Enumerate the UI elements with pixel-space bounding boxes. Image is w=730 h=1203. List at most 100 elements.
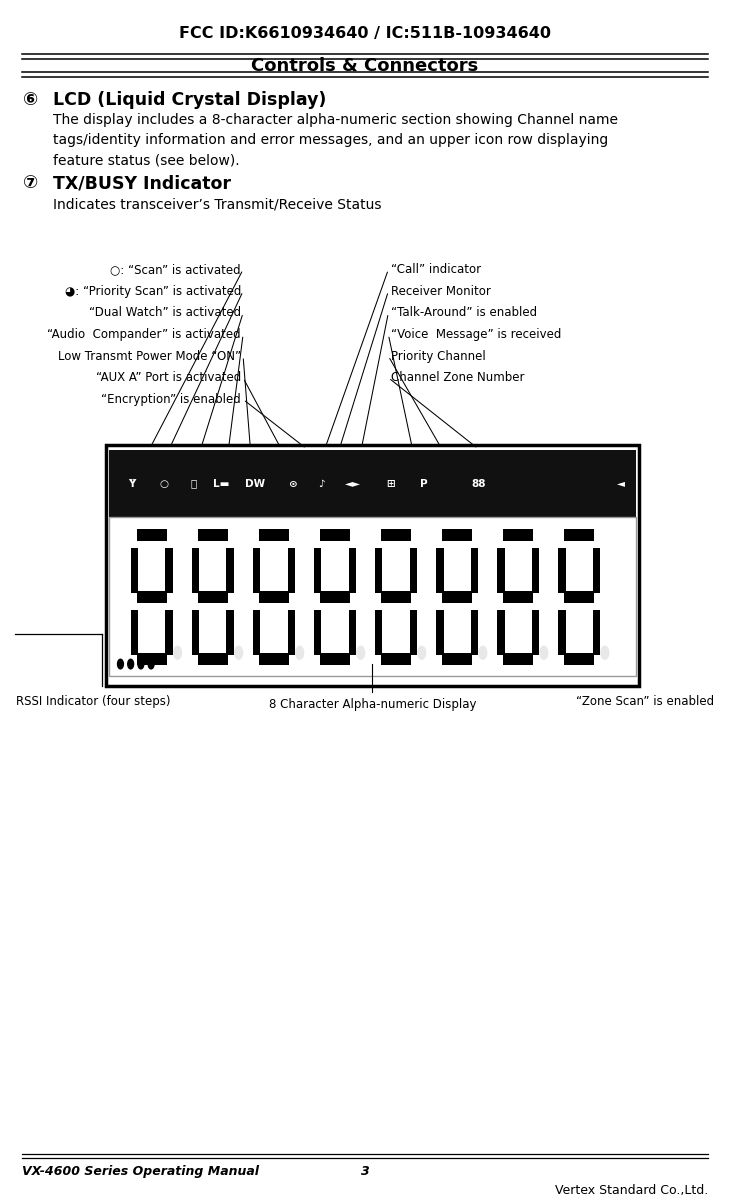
Bar — [198, 591, 228, 603]
Text: 88: 88 — [471, 479, 485, 488]
Bar — [437, 549, 444, 593]
Circle shape — [138, 659, 144, 669]
Circle shape — [479, 646, 487, 659]
Bar — [375, 549, 383, 593]
Bar — [503, 529, 533, 540]
Text: FCC ID:K6610934640 / IC:511B-10934640: FCC ID:K6610934640 / IC:511B-10934640 — [179, 26, 551, 41]
Bar — [497, 610, 504, 656]
Bar — [320, 529, 350, 540]
Bar — [137, 529, 167, 540]
Text: “Audio  Compander” is activated: “Audio Compander” is activated — [47, 328, 241, 340]
Bar — [497, 549, 504, 593]
Bar — [531, 549, 539, 593]
Circle shape — [148, 659, 154, 669]
Bar — [558, 610, 566, 656]
Text: L▬: L▬ — [213, 479, 229, 488]
Text: ○: ○ — [160, 479, 169, 488]
Text: DW: DW — [245, 479, 266, 488]
Bar — [253, 549, 261, 593]
Text: Receiver Monitor: Receiver Monitor — [391, 285, 491, 297]
Circle shape — [118, 659, 123, 669]
Text: RSSI Indicator (four steps): RSSI Indicator (four steps) — [16, 695, 171, 709]
Text: ⑥: ⑥ — [23, 91, 39, 109]
Text: “Call” indicator: “Call” indicator — [391, 263, 480, 275]
Bar — [375, 610, 383, 656]
Text: Low Transmt Power Mode “ON”: Low Transmt Power Mode “ON” — [58, 350, 241, 362]
Text: 8 Character Alpha-numeric Display: 8 Character Alpha-numeric Display — [269, 698, 476, 711]
Bar — [531, 610, 539, 656]
Text: “Encryption” is enabled: “Encryption” is enabled — [101, 393, 241, 405]
Bar — [503, 591, 533, 603]
Bar — [259, 591, 289, 603]
Bar — [192, 549, 199, 593]
Text: Ÿ: Ÿ — [128, 479, 135, 488]
Text: LCD (Liquid Crystal Display): LCD (Liquid Crystal Display) — [53, 91, 326, 109]
Bar — [109, 450, 636, 517]
Text: ⊙: ⊙ — [288, 479, 296, 488]
Bar — [593, 610, 600, 656]
Circle shape — [174, 646, 182, 659]
Circle shape — [235, 646, 242, 659]
Bar — [564, 653, 594, 664]
Circle shape — [357, 646, 365, 659]
Bar — [226, 610, 234, 656]
Bar — [381, 529, 411, 540]
Circle shape — [128, 659, 134, 669]
Bar — [315, 549, 321, 593]
Circle shape — [418, 646, 426, 659]
Text: TX/BUSY Indicator: TX/BUSY Indicator — [53, 174, 231, 192]
Bar — [348, 610, 356, 656]
Bar — [137, 653, 167, 664]
Bar — [564, 529, 594, 540]
Text: “Dual Watch” is activated: “Dual Watch” is activated — [89, 307, 241, 319]
Bar — [137, 591, 167, 603]
Bar — [131, 610, 138, 656]
Bar — [166, 610, 172, 656]
Bar — [471, 610, 478, 656]
Bar — [410, 549, 417, 593]
Text: ♪: ♪ — [318, 479, 325, 488]
Bar — [253, 610, 261, 656]
Bar — [558, 549, 566, 593]
Bar — [166, 549, 172, 593]
Text: ○: “Scan” is activated: ○: “Scan” is activated — [110, 263, 241, 275]
Text: “Talk-Around” is enabled: “Talk-Around” is enabled — [391, 307, 537, 319]
Bar — [288, 549, 295, 593]
Bar — [198, 653, 228, 664]
Text: ⑦: ⑦ — [23, 174, 39, 192]
Bar — [131, 549, 138, 593]
Text: Indicates transceiver’s Transmit/Receive Status: Indicates transceiver’s Transmit/Receive… — [53, 197, 381, 212]
Circle shape — [601, 646, 609, 659]
Text: 3: 3 — [361, 1165, 369, 1178]
Circle shape — [540, 646, 548, 659]
Bar — [106, 445, 639, 686]
Bar — [410, 610, 417, 656]
Bar — [259, 529, 289, 540]
Text: ⊞: ⊞ — [386, 479, 395, 488]
Text: ◕: “Priority Scan” is activated: ◕: “Priority Scan” is activated — [64, 285, 241, 297]
Bar — [381, 653, 411, 664]
Bar — [503, 653, 533, 664]
Bar — [320, 591, 350, 603]
Bar — [288, 610, 295, 656]
Bar — [471, 549, 478, 593]
Bar — [442, 529, 472, 540]
Text: ◄: ◄ — [617, 479, 624, 488]
Bar — [593, 549, 600, 593]
Text: “Zone Scan” is enabled: “Zone Scan” is enabled — [576, 695, 714, 709]
Text: Ⓐ: Ⓐ — [191, 479, 196, 488]
Text: P: P — [420, 479, 427, 488]
Bar — [259, 653, 289, 664]
Bar — [192, 610, 199, 656]
Bar — [315, 610, 321, 656]
Text: VX-4600 Series Operating Manual: VX-4600 Series Operating Manual — [22, 1165, 259, 1178]
Text: Vertex Standard Co.,Ltd.: Vertex Standard Co.,Ltd. — [555, 1184, 708, 1197]
Bar — [320, 653, 350, 664]
Bar — [564, 591, 594, 603]
Circle shape — [296, 646, 304, 659]
Bar — [381, 591, 411, 603]
Bar — [437, 610, 444, 656]
Bar — [198, 529, 228, 540]
Text: The display includes a 8-character alpha-numeric section showing Channel name
ta: The display includes a 8-character alpha… — [53, 113, 618, 167]
Text: Controls & Connectors: Controls & Connectors — [251, 57, 479, 75]
